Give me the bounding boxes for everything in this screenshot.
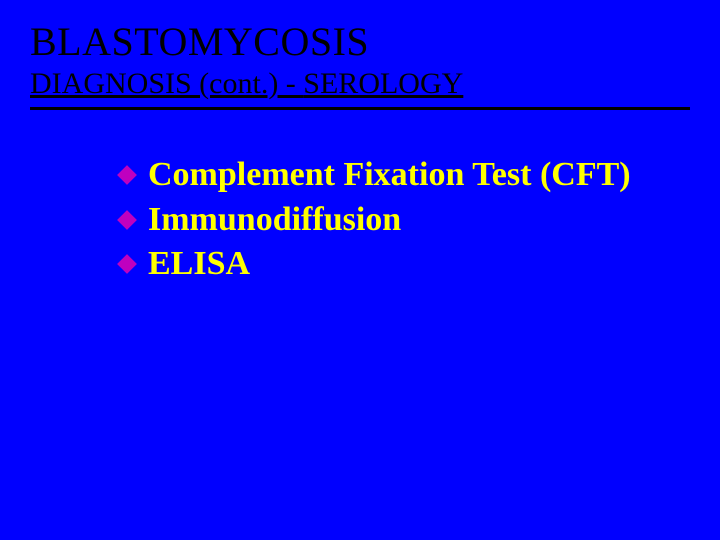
list-item: Complement Fixation Test (CFT) bbox=[116, 154, 650, 197]
list-item-text: Complement Fixation Test (CFT) bbox=[148, 154, 631, 197]
subtitle-plain: DIAGNOSIS (cont.) - bbox=[30, 67, 303, 100]
title-divider bbox=[30, 107, 690, 110]
bullet-list: Complement Fixation Test (CFT) Immunodif… bbox=[30, 154, 650, 286]
slide: BLASTOMYCOSIS DIAGNOSIS (cont.) - SEROLO… bbox=[0, 0, 720, 540]
list-item-text: ELISA bbox=[148, 243, 250, 286]
diamond-bullet-icon bbox=[116, 209, 140, 233]
list-item: ELISA bbox=[116, 243, 650, 286]
diamond-bullet-icon bbox=[116, 253, 140, 277]
list-item-text: Immunodiffusion bbox=[148, 199, 401, 242]
subtitle-emph: SEROLOGY bbox=[303, 67, 463, 100]
diamond-bullet-icon bbox=[116, 164, 140, 188]
slide-subtitle: DIAGNOSIS (cont.) - SEROLOGY bbox=[30, 67, 720, 101]
slide-title: BLASTOMYCOSIS bbox=[30, 18, 720, 65]
list-item: Immunodiffusion bbox=[116, 199, 650, 242]
